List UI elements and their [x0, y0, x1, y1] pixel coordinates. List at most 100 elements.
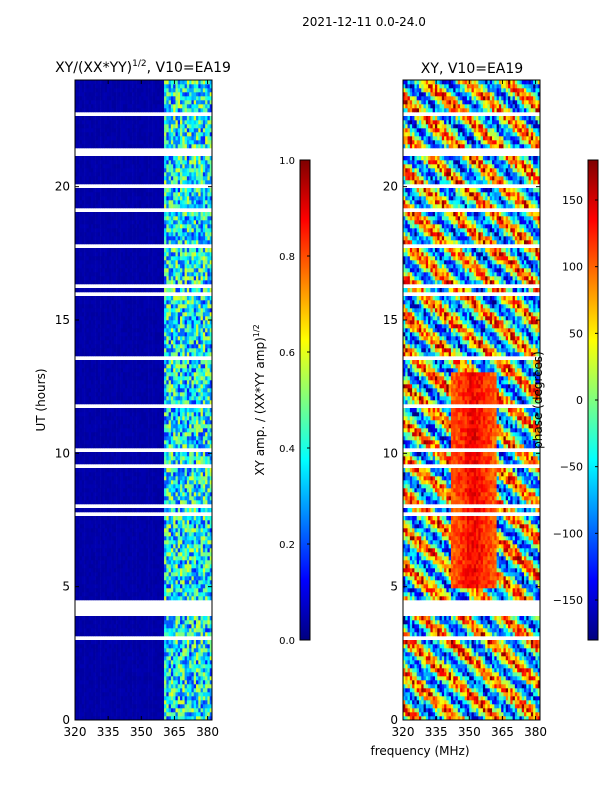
amplitude-cell	[75, 348, 78, 353]
amplitude-cell	[205, 368, 208, 373]
amplitude-cell	[88, 516, 92, 521]
amplitude-cell	[113, 528, 117, 533]
amplitude-cell	[93, 416, 96, 421]
amplitude-cell	[93, 452, 96, 457]
amplitude-cell	[154, 644, 158, 649]
amplitude-cell	[150, 624, 153, 629]
amplitude-cell	[95, 516, 99, 521]
amplitude-cell	[120, 392, 124, 397]
amplitude-cell	[184, 672, 188, 677]
amplitude-cell	[134, 668, 137, 673]
amplitude-cell	[200, 596, 204, 601]
amplitude-cell	[189, 384, 192, 389]
amplitude-cell	[102, 444, 105, 449]
amplitude-cell	[95, 440, 99, 445]
amplitude-cell	[97, 656, 101, 661]
amplitude-cell	[180, 632, 183, 637]
amplitude-cell	[122, 528, 126, 533]
amplitude-cell	[198, 376, 201, 381]
amplitude-cell	[97, 392, 101, 397]
amplitude-cell	[138, 468, 142, 473]
amplitude-cell	[79, 620, 83, 625]
amplitude-cell	[184, 704, 188, 709]
amplitude-cell	[193, 436, 197, 441]
amplitude-cell	[127, 684, 131, 689]
amplitude-cell	[88, 456, 92, 461]
amplitude-cell	[193, 368, 197, 373]
amplitude-cell	[186, 588, 190, 593]
amplitude-cell	[177, 548, 181, 553]
amplitude-cell	[177, 620, 181, 625]
amplitude-cell	[202, 456, 206, 461]
amplitude-cell	[81, 352, 85, 357]
amplitude-cell	[196, 552, 199, 557]
amplitude-cell	[118, 596, 121, 601]
amplitude-cell	[159, 476, 163, 481]
amplitude-cell	[180, 436, 183, 441]
amplitude-cell	[191, 660, 195, 665]
amplitude-cell	[180, 580, 183, 585]
amplitude-cell	[109, 360, 112, 365]
amplitude-cell	[152, 360, 156, 365]
amplitude-cell	[168, 624, 172, 629]
amplitude-cell	[205, 680, 208, 685]
amplitude-cell	[141, 632, 144, 637]
amplitude-cell	[154, 564, 158, 569]
amplitude-cell	[157, 628, 160, 633]
amplitude-cell	[97, 496, 101, 501]
amplitude-cell	[202, 396, 206, 401]
amplitude-cell	[207, 548, 211, 553]
amplitude-cell	[148, 424, 151, 429]
amplitude-cell	[106, 384, 110, 389]
amplitude-cell	[186, 400, 190, 405]
amplitude-cell	[207, 372, 211, 377]
amplitude-cell	[125, 400, 128, 405]
amplitude-cell	[77, 368, 80, 373]
amplitude-cell	[161, 664, 165, 669]
amplitude-cell	[166, 400, 169, 405]
amplitude-cell	[138, 384, 142, 389]
amplitude-cell	[77, 340, 80, 345]
amplitude-cell	[75, 524, 78, 529]
amplitude-cell	[191, 344, 195, 349]
amplitude-cell	[125, 616, 128, 621]
amplitude-cell	[189, 596, 192, 601]
amplitude-cell	[93, 648, 96, 653]
amplitude-cell	[164, 428, 167, 433]
amplitude-cell	[120, 712, 124, 717]
amplitude-cell	[120, 540, 124, 545]
amplitude-cell	[164, 368, 167, 373]
amplitude-cell	[116, 364, 119, 369]
amplitude-cell	[88, 424, 92, 429]
amplitude-cell	[148, 488, 151, 493]
amplitude-cell	[132, 652, 135, 657]
amplitude-cell	[106, 528, 110, 533]
amplitude-cell	[125, 380, 128, 385]
amplitude-cell	[170, 432, 174, 437]
amplitude-cell	[159, 592, 163, 597]
amplitude-cell	[177, 660, 181, 665]
amplitude-cell	[205, 384, 208, 389]
amplitude-cell	[170, 580, 174, 585]
amplitude-cell	[104, 656, 108, 661]
amplitude-cell	[150, 684, 153, 689]
amplitude-cell	[193, 672, 197, 677]
amplitude-cell	[189, 708, 192, 713]
amplitude-cell	[189, 648, 192, 653]
amplitude-cell	[125, 572, 128, 577]
amplitude-cell	[186, 672, 190, 677]
amplitude-cell	[136, 596, 140, 601]
amplitude-cell	[118, 428, 121, 433]
amplitude-cell	[154, 452, 158, 457]
amplitude-cell	[81, 552, 85, 557]
amplitude-cell	[111, 564, 115, 569]
amplitude-cell	[102, 620, 105, 625]
amplitude-cell	[90, 476, 94, 481]
amplitude-cell	[159, 552, 163, 557]
amplitude-cell	[111, 440, 115, 445]
amplitude-cell	[97, 436, 101, 441]
amplitude-cell	[106, 676, 110, 681]
amplitude-cell	[196, 692, 199, 697]
amplitude-cell	[113, 472, 117, 477]
amplitude-cell	[86, 580, 89, 585]
